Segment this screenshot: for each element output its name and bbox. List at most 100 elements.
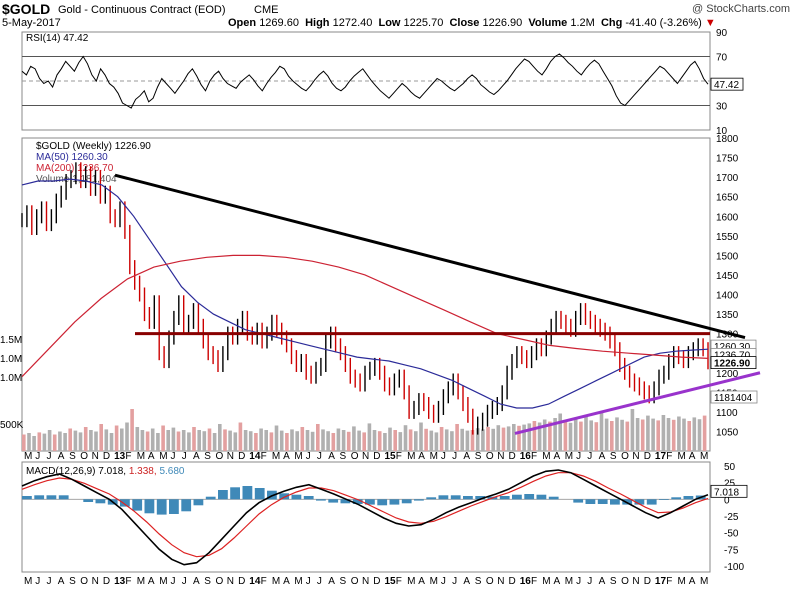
open-value: 1269.60 [259,17,299,29]
volume-bar [372,430,377,451]
chart-date: 5-May-2017 [2,17,61,29]
price-value-box [710,356,757,370]
x-axis-label: N [92,576,99,587]
macd-histogram-bar [95,499,106,504]
x-axis-label: M [294,451,302,462]
x-axis-label: M [159,576,167,587]
macd-histogram-bar [365,499,375,505]
macd-histogram-bar [659,499,669,500]
x-axis-label: M [678,576,686,587]
macd-title: MACD(12,26,9) 7.018, 1.338, 5.680 [26,466,185,477]
volume-bar [573,419,578,451]
x-axis-label: N [497,576,504,587]
rsi-last-value-label: 47.42 [710,77,744,91]
volume-bar [414,431,418,451]
x-axis-label: F [531,576,537,587]
macd-histogram-bar [548,496,559,500]
macd-histogram-bar [279,493,290,500]
volume-bar [150,428,155,451]
x-axis-label: A [689,576,696,587]
volume-bar [429,430,434,451]
high-label: High [305,17,330,29]
low-label: Low [378,17,401,29]
x-axis-label: M [565,576,573,587]
x-axis-label: D [103,576,110,587]
x-axis-label: J [306,451,311,462]
volume-bar [279,430,284,451]
volume-bar [207,428,212,451]
falling-trendline [114,173,746,339]
open-label: Open [228,17,257,29]
x-axis-label: D [644,576,651,587]
volume-bar [506,426,511,451]
x-axis-label: S [69,451,76,462]
x-axis-label: J [47,576,52,587]
x-axis-label: O [621,576,629,587]
x-axis-label: 14 [249,576,261,587]
volume-bar [32,436,36,451]
volume-bar [408,429,413,451]
volume-bar [68,428,73,451]
macd-last-box [710,484,748,498]
volume-bar [269,432,274,451]
volume-bar [475,428,480,451]
x-axis-label: D [238,451,245,462]
x-axis-label: O [80,451,88,462]
x-axis-label: A [418,576,425,587]
volume-bar [532,421,537,451]
volume-bar [687,421,692,451]
price-tick-label: 1400 [716,291,739,302]
x-axis-label: A [58,451,65,462]
volume-bar [460,428,465,451]
rsi-line [21,53,709,109]
volume-bar [383,433,387,451]
volume-bar [161,425,165,451]
volume-bar [398,432,403,451]
x-axis-label: J [587,451,592,462]
macd-histogram-bar [377,499,388,506]
chart-name: Gold - Continuous Contract (EOD) [58,4,226,16]
macd-histogram-bar [634,499,645,505]
volume-bar [553,418,557,451]
volume-bar [630,409,635,451]
support-trendline [514,371,761,435]
ma200-line [21,254,709,378]
macd-histogram-bar [132,499,143,511]
x-axis-label: M [294,576,302,587]
x-axis-label: N [362,451,369,462]
macd-tick-label: -100 [724,562,744,573]
volume-bar [388,427,392,451]
x-axis-label: M [137,576,145,587]
volume-bar [455,424,459,451]
volume-bar [326,431,330,451]
volume-bar [228,430,232,451]
volume-bar [316,424,320,451]
x-axis-label: S [610,451,617,462]
x-axis-label: N [497,451,504,462]
x-axis-label: F [396,576,402,587]
volume-bar [470,430,475,451]
x-axis-label: J [182,576,187,587]
rsi-tick-label: 30 [716,102,728,113]
x-axis-label: O [351,576,359,587]
x-axis-label: 17 [655,576,667,587]
volume-bar [558,413,563,451]
volume-bar [212,433,217,451]
rsi-tick-label: 70 [716,53,728,64]
price-value-text: 1226.90 [714,359,751,370]
x-axis-label: 14 [249,451,261,462]
x-axis-label: S [610,576,617,587]
volume-bar [104,429,109,451]
volume-bar [367,423,372,451]
x-axis-label: F [531,451,537,462]
low-value: 1225.70 [403,17,444,29]
x-axis-label: S [340,576,347,587]
x-axis-label: F [261,451,267,462]
x-axis-label: M [137,451,145,462]
volume-bar [599,412,604,451]
x-axis-label: M [407,576,415,587]
chg-value: -41.40 (-3.26%) [625,17,702,29]
x-axis-label: J [452,451,457,462]
x-axis-label: J [452,576,457,587]
